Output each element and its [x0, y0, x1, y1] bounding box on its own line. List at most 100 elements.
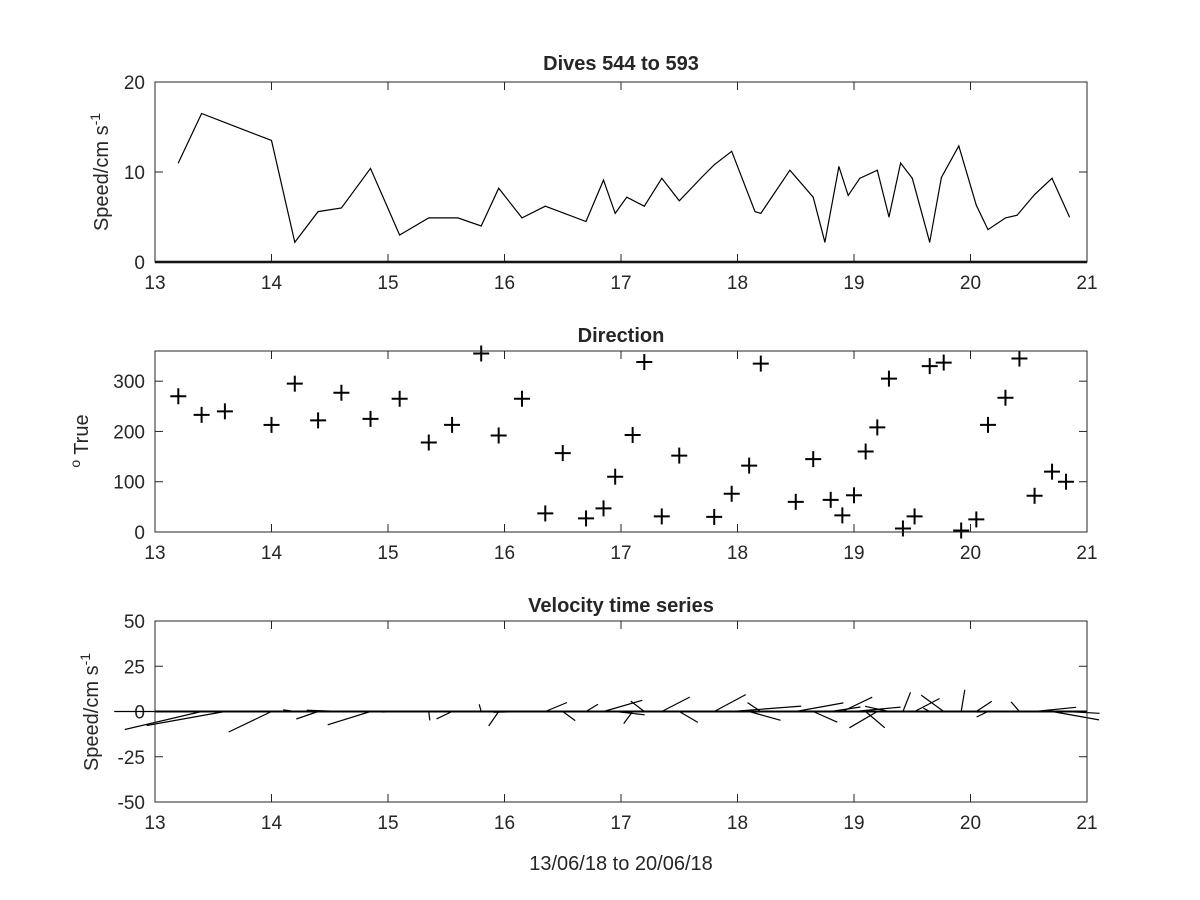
y-tick-label: 300 [113, 372, 145, 393]
direction-marker [636, 354, 653, 371]
speed-data-point [975, 204, 977, 206]
direction-marker [216, 403, 233, 420]
direction-marker [513, 390, 530, 407]
direction-panel-axes-box [154, 350, 1088, 533]
x-tick-label: 17 [610, 273, 631, 294]
direction-marker [595, 500, 612, 517]
speed-data-point [754, 211, 756, 213]
y-tick-label: 0 [134, 703, 145, 724]
velocity-panel-title: Velocity time series [528, 595, 714, 617]
speed-data-point [643, 205, 645, 207]
velocity-stick [603, 699, 643, 713]
velocity-stick [902, 692, 912, 712]
velocity-stick [436, 710, 453, 720]
x-tick-label: 13 [144, 543, 165, 564]
velocity-stick [812, 710, 838, 723]
direction-marker [880, 370, 897, 387]
speed-panel: Dives 544 to 593 Speed/cm s-1 13 14 15 16 17… [87, 53, 1098, 294]
velocity-stick [1010, 701, 1020, 712]
direction-marker [1058, 473, 1075, 490]
velocity-stick [1051, 710, 1100, 721]
direction-panel: Direction oTrue 13 14 15 16 17 18 19 20 21 0 100 2… [67, 325, 1098, 564]
direction-marker [170, 388, 187, 405]
speed-data-point [702, 176, 704, 177]
velocity-panel-ylabel: Speed/cm s-1 [77, 653, 103, 771]
direction-marker [263, 416, 280, 433]
direction-marker [420, 434, 437, 451]
speed-data-point [428, 217, 430, 219]
velocity-stick [296, 710, 319, 720]
velocity-panel: Velocity time series Speed/cm s-1 13/06/… [77, 595, 1100, 875]
direction-marker [953, 522, 970, 539]
speed-data-point [340, 207, 342, 209]
speed-data-point [614, 212, 616, 214]
velocity-stick [493, 710, 522, 713]
x-tick-label: 16 [494, 813, 515, 834]
velocity-stick [830, 706, 861, 713]
x-tick-label: 18 [727, 273, 748, 294]
direction-marker [624, 426, 641, 443]
x-tick-label: 20 [960, 813, 981, 834]
direction-marker [997, 389, 1014, 406]
y-tick-label: 20 [124, 73, 145, 94]
speed-data-point [1069, 216, 1071, 218]
x-tick-label: 18 [727, 813, 748, 834]
velocity-panel-axes-box [154, 620, 1088, 803]
direction-marker [578, 510, 595, 527]
direction-marker [310, 412, 327, 429]
speed-data-point [370, 167, 372, 169]
velocity-stick [747, 702, 762, 712]
y-tick-label: 100 [113, 473, 145, 494]
speed-data-point [1016, 214, 1018, 216]
y-tick-label: 200 [113, 422, 145, 443]
speed-data-point [838, 166, 840, 168]
velocity-stick [615, 710, 645, 716]
velocity-stick [661, 696, 690, 713]
y-tick-label: 0 [134, 253, 145, 274]
velocity-stick [283, 709, 295, 713]
direction-marker [834, 507, 851, 524]
direction-marker [653, 508, 670, 525]
velocity-stick [920, 694, 945, 712]
velocity-stick [428, 711, 431, 721]
speed-data-point [888, 216, 890, 218]
direction-marker [391, 390, 408, 407]
speed-data-point [626, 196, 628, 198]
x-tick-label: 16 [494, 543, 515, 564]
direction-marker [1011, 350, 1028, 367]
direction-marker [906, 508, 923, 525]
speed-panel-ylabel: Speed/cm s-1 [87, 113, 113, 231]
direction-marker [894, 520, 911, 537]
direction-marker [193, 406, 210, 423]
direction-marker [741, 457, 758, 474]
y-tick-label: -50 [118, 793, 145, 814]
speed-data-point [847, 194, 849, 196]
speed-data-point [317, 211, 319, 213]
speed-data-point [201, 113, 203, 114]
velocity-stick [731, 705, 802, 713]
y-tick-label: 0 [134, 523, 145, 544]
x-tick-label: 15 [377, 543, 398, 564]
direction-marker [444, 416, 461, 433]
direction-marker [869, 419, 886, 436]
direction-marker [935, 354, 952, 371]
x-tick-label: 21 [1076, 813, 1097, 834]
speed-data-point [457, 217, 459, 219]
speed-data-point [987, 229, 989, 231]
speed-panel-x-axis: 13 14 15 16 17 18 19 20 21 [144, 82, 1098, 294]
speed-data-point [1051, 177, 1053, 179]
y-tick-label: -25 [118, 748, 145, 769]
x-tick-label: 17 [610, 813, 631, 834]
x-tick-label: 19 [843, 273, 864, 294]
velocity-stick [865, 711, 886, 729]
velocity-stick [545, 701, 568, 713]
y-tick-label: 25 [124, 657, 145, 678]
velocity-stick [849, 710, 878, 729]
speed-data-point [958, 145, 960, 147]
direction-panel-x-axis: 13 14 15 16 17 18 19 20 21 [144, 351, 1098, 564]
speed-data-point [812, 196, 814, 198]
x-tick-label: 13 [144, 813, 165, 834]
velocity-stick [960, 689, 966, 712]
